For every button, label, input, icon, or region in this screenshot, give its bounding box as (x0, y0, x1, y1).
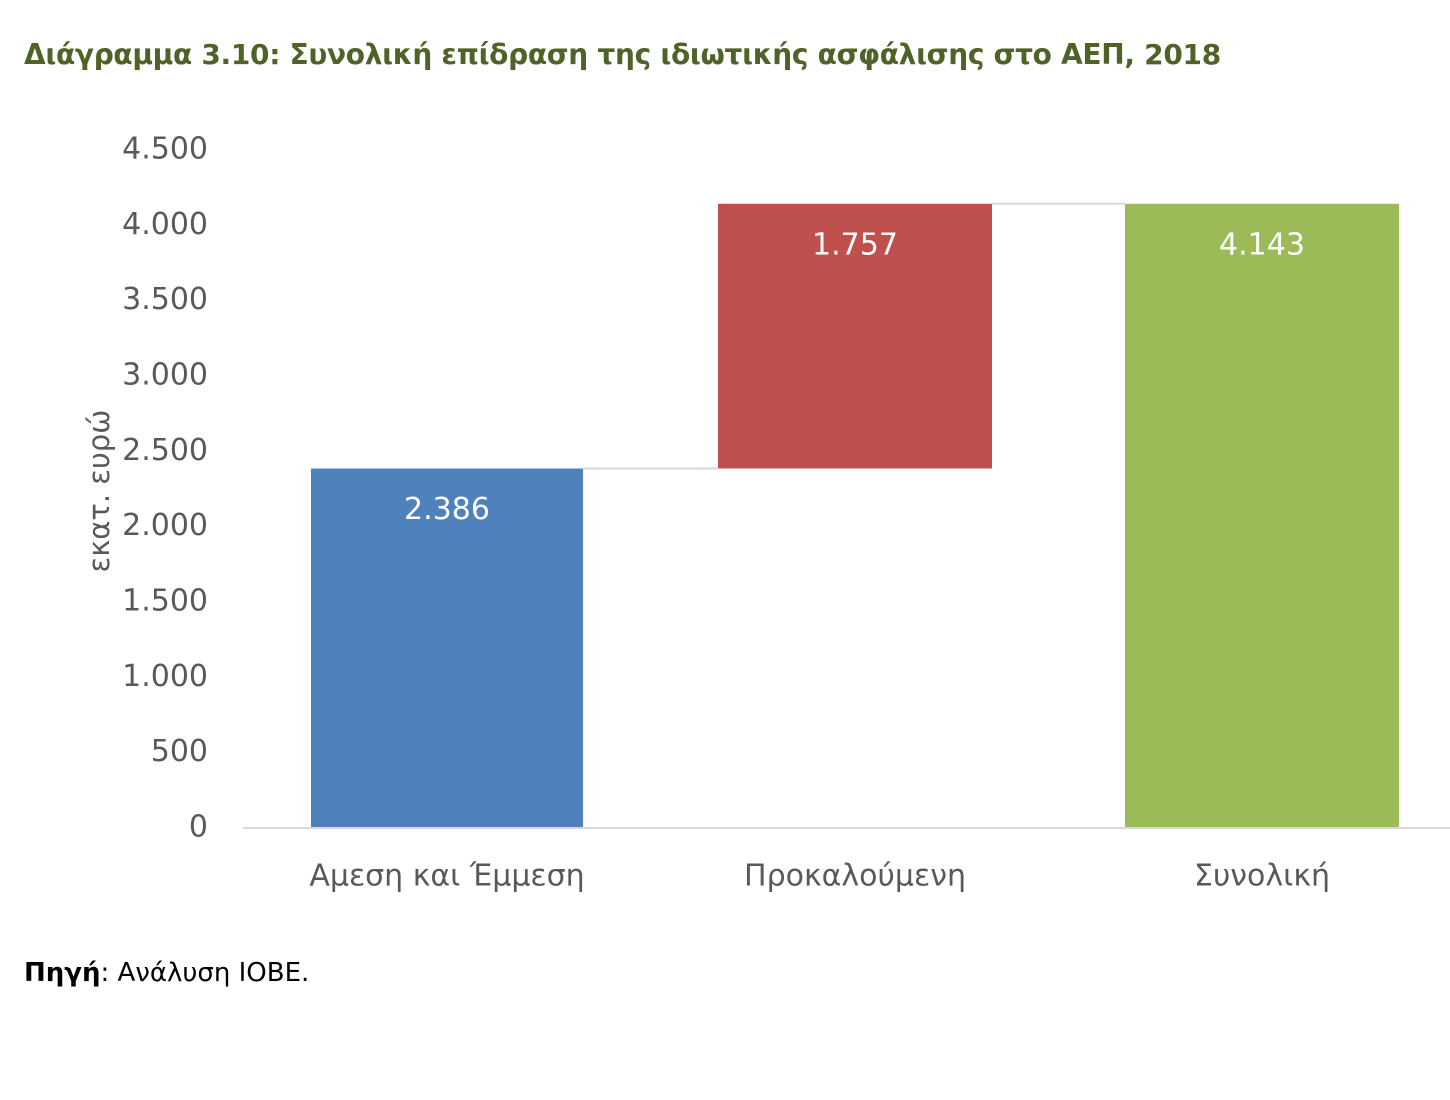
y-tick-label: 4.000 (122, 207, 208, 242)
bar (311, 468, 583, 828)
y-axis: 0 500 1.000 1.500 2.000 2.500 3.000 3.500 4.000 4… (122, 131, 208, 844)
y-tick-label: 0 (189, 810, 208, 845)
chart-title: Διάγραμμα 3.10: Συνολική επίδραση της ιδ… (24, 38, 1221, 71)
y-axis-title: εκατ. ευρώ (82, 410, 116, 573)
bar (718, 203, 992, 469)
y-tick-label: 4.500 (122, 131, 208, 166)
source-separator: : (100, 958, 110, 988)
x-tick-label: Συνολική (1194, 859, 1330, 894)
bars (311, 203, 1399, 829)
data-label: 2.386 (404, 492, 490, 527)
y-tick-label: 2.000 (122, 508, 208, 543)
y-tick-label: 1.000 (122, 659, 208, 694)
y-tick-label: 3.000 (122, 357, 208, 392)
source-note: Πηγή: Ανάλυση ΙΟΒΕ. (24, 958, 309, 988)
source-label: Πηγή (24, 958, 101, 988)
waterfall-chart: 0 500 1.000 1.500 2.000 2.500 3.000 3.500 4.000 4… (82, 131, 1450, 894)
data-labels: 2.386 1.757 4.143 (404, 227, 1305, 527)
x-tick-label: Αμεση και Έμμεση (309, 859, 584, 894)
connector-lines (583, 202, 1125, 470)
y-tick-label: 2.500 (122, 433, 208, 468)
x-tick-label: Προκαλούμενη (744, 859, 966, 894)
y-tick-label: 1.500 (122, 583, 208, 618)
bar (1125, 203, 1399, 829)
data-label: 4.143 (1219, 227, 1305, 262)
y-tick-label: 3.500 (122, 282, 208, 317)
y-tick-label: 500 (151, 734, 208, 769)
x-axis: Αμεση και Έμμεση Προκαλούμενη Συνολική (309, 859, 1330, 894)
source-text: Ανάλυση ΙΟΒΕ. (109, 958, 310, 988)
data-label: 1.757 (812, 227, 898, 262)
